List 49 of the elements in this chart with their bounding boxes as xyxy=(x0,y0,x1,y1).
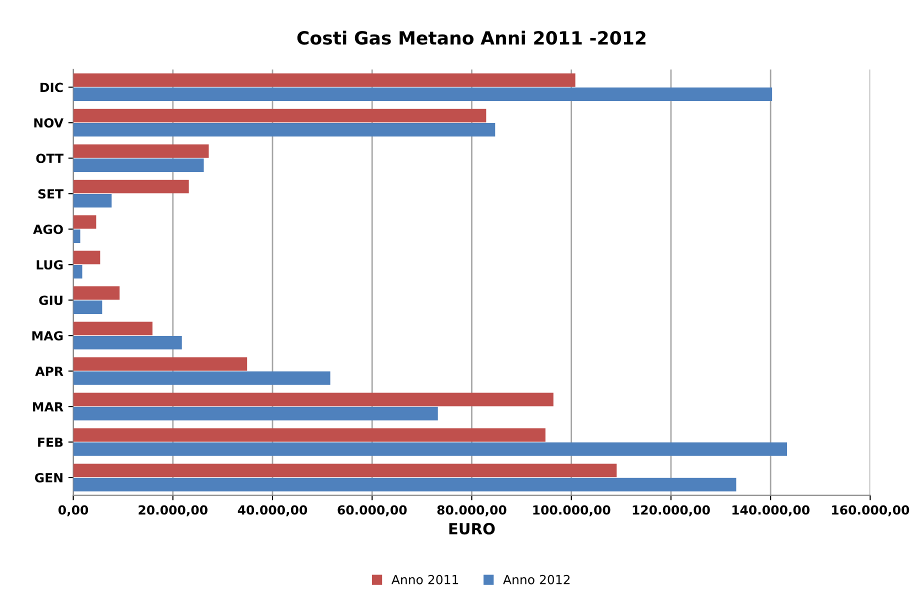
y-tick-label: MAR xyxy=(32,402,64,412)
bar xyxy=(73,264,82,278)
bar xyxy=(73,250,100,264)
y-tick-label: NOV xyxy=(34,118,64,128)
bar xyxy=(73,144,209,158)
bar xyxy=(73,108,486,122)
bar xyxy=(73,229,80,243)
y-tick-label: SET xyxy=(38,189,64,199)
x-tick-label: 20.000,00 xyxy=(138,505,208,516)
x-axis-title: EURO xyxy=(449,522,495,534)
y-tick-label: DIC xyxy=(40,82,63,92)
x-tick-label: 160.000,00 xyxy=(832,505,910,516)
bar xyxy=(73,73,576,87)
x-tick-label: 140.000,00 xyxy=(732,505,810,516)
bar xyxy=(73,322,152,336)
bar xyxy=(73,88,772,102)
x-tick-label: 120.000,00 xyxy=(632,505,710,516)
bar xyxy=(73,392,554,406)
y-tick-label: OTT xyxy=(36,154,64,164)
bar xyxy=(73,357,248,371)
bar xyxy=(73,286,120,300)
bar xyxy=(73,215,96,229)
bar xyxy=(73,336,182,350)
legend-label: Anno 2011 xyxy=(392,574,458,584)
bar xyxy=(73,478,736,492)
bar xyxy=(73,442,788,456)
x-tick-label: 60.000,00 xyxy=(338,505,407,516)
bar xyxy=(73,194,112,208)
bar xyxy=(73,371,330,385)
bar xyxy=(73,428,546,442)
bar xyxy=(73,464,617,478)
y-tick-label: APR xyxy=(35,366,64,376)
y-tick-label: LUG xyxy=(36,260,63,270)
x-tick-label: 40.000,00 xyxy=(238,505,308,516)
y-tick-label: MAG xyxy=(32,331,63,341)
x-tick-label: 0,00 xyxy=(58,505,88,516)
bar xyxy=(73,123,496,137)
y-tick-label: FEB xyxy=(38,438,63,447)
bar xyxy=(73,158,204,172)
legend-label: Anno 2012 xyxy=(503,574,570,584)
y-tick-label: GEN xyxy=(34,473,62,482)
bar xyxy=(73,180,189,194)
x-tick-label: 100.000,00 xyxy=(533,505,610,516)
y-tick-label: GIU xyxy=(39,296,62,306)
chart-title: Costi Gas Metano Anni 2011 -2012 xyxy=(297,30,646,45)
bar xyxy=(73,300,102,314)
x-tick-label: 80.000,00 xyxy=(437,505,506,516)
bar xyxy=(73,406,438,420)
y-tick-label: AGO xyxy=(33,224,63,234)
